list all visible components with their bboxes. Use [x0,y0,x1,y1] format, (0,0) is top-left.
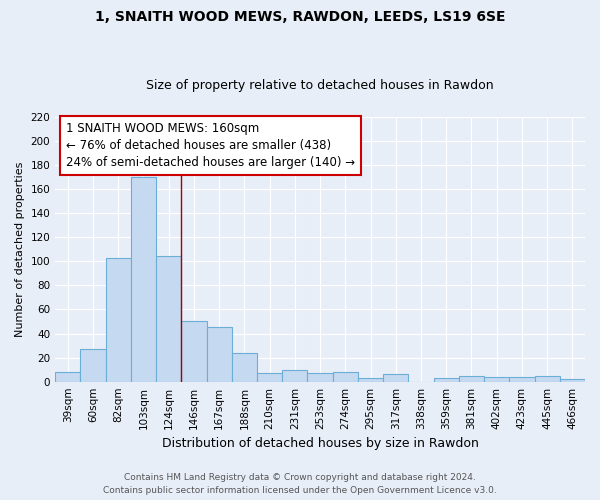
Bar [535,376,560,382]
Bar [358,378,383,382]
Bar [80,349,106,382]
Bar [131,177,156,382]
Bar [509,377,535,382]
Bar [282,370,307,382]
Bar [206,328,232,382]
Bar [181,322,206,382]
Title: Size of property relative to detached houses in Rawdon: Size of property relative to detached ho… [146,79,494,92]
Bar [106,258,131,382]
Bar [55,372,80,382]
Bar [332,372,358,382]
Bar [232,353,257,382]
Text: 1, SNAITH WOOD MEWS, RAWDON, LEEDS, LS19 6SE: 1, SNAITH WOOD MEWS, RAWDON, LEEDS, LS19… [95,10,505,24]
Bar [383,374,409,382]
Bar [459,376,484,382]
X-axis label: Distribution of detached houses by size in Rawdon: Distribution of detached houses by size … [161,437,479,450]
Y-axis label: Number of detached properties: Number of detached properties [15,162,25,337]
Text: Contains HM Land Registry data © Crown copyright and database right 2024.
Contai: Contains HM Land Registry data © Crown c… [103,474,497,495]
Bar [307,374,332,382]
Bar [156,256,181,382]
Bar [560,380,585,382]
Bar [484,377,509,382]
Text: 1 SNAITH WOOD MEWS: 160sqm
← 76% of detached houses are smaller (438)
24% of sem: 1 SNAITH WOOD MEWS: 160sqm ← 76% of deta… [66,122,355,169]
Bar [257,374,282,382]
Bar [434,378,459,382]
